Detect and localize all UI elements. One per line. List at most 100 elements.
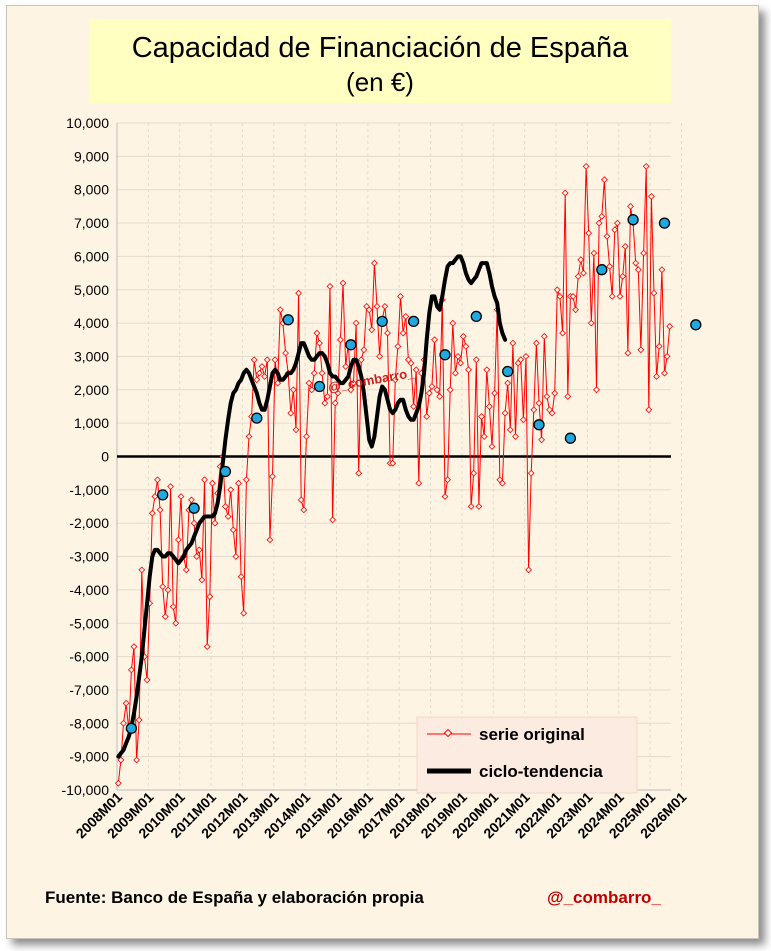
series-original-point	[321, 399, 329, 407]
series-original-point	[329, 516, 336, 524]
series-original-point	[148, 509, 156, 517]
series-original-point	[640, 249, 647, 257]
series-original-point	[164, 586, 172, 594]
highlight-points	[125, 214, 702, 734]
series-trend	[116, 254, 508, 759]
series-original-point	[188, 496, 195, 504]
legend-box	[416, 716, 638, 794]
series-original-point	[527, 469, 535, 477]
series-original-point	[182, 566, 190, 574]
series-original-point	[465, 366, 472, 374]
series-original-point	[253, 376, 261, 384]
series-original-point	[258, 363, 266, 370]
series-original-point	[154, 476, 161, 484]
series-original-point	[318, 369, 326, 377]
series-original-point	[574, 273, 582, 280]
chart-subtitle: (en €)	[346, 67, 414, 97]
series-original-point	[276, 306, 284, 314]
series-original-point	[282, 349, 289, 357]
highlight-point	[658, 217, 671, 229]
series-original-point	[598, 213, 606, 220]
series-original-point	[614, 219, 621, 227]
y-tick-label: -9,000	[69, 749, 109, 765]
highlight-point	[690, 319, 702, 331]
series-original-point	[569, 293, 577, 300]
series-original-point	[295, 289, 302, 297]
series-original-point	[634, 266, 642, 274]
series-original-point	[616, 293, 624, 300]
y-tick-label: 1,000	[74, 415, 109, 431]
highlight-point	[502, 365, 514, 378]
series-original-point	[394, 343, 402, 350]
series-original-point	[425, 389, 433, 397]
series-original-point	[658, 266, 666, 274]
series-original-point	[441, 493, 449, 500]
series-original-point	[355, 469, 363, 477]
highlight-point	[125, 722, 138, 734]
series-original-point	[540, 333, 548, 340]
series-original-point	[590, 249, 598, 257]
highlight-point	[376, 315, 388, 328]
series-original-point	[585, 229, 593, 237]
series-original-point	[446, 386, 454, 394]
series-original-point	[357, 356, 365, 364]
series-original-point	[245, 433, 253, 440]
x-tick-labels: 2008M012009M012010M012011M012012M012013M…	[73, 789, 690, 842]
series-original-point	[655, 343, 663, 350]
series-original-point	[470, 469, 478, 477]
series-original-point	[666, 323, 674, 330]
series-original-point	[587, 319, 595, 327]
series-original-point	[436, 393, 444, 400]
series-original-point	[530, 406, 538, 414]
series-original-point	[412, 366, 420, 374]
legend: serie original ciclo-tendencia	[416, 716, 638, 794]
highlight-point	[251, 412, 263, 424]
series-original-point	[619, 273, 627, 280]
series-original-point	[525, 566, 532, 574]
series-original-point	[198, 576, 206, 584]
series-original-point	[551, 389, 559, 397]
y-tick-label: 2,000	[74, 382, 109, 398]
series-original-point	[209, 479, 216, 487]
series-original-point	[582, 163, 590, 170]
series-original-point	[486, 403, 493, 410]
series-original-point	[650, 289, 658, 297]
series-original-point	[449, 319, 457, 327]
series-original-point	[352, 319, 360, 327]
y-tick-labels: -10,000 -9,000 -8,000 -7,000 -6,000 -5,000 -4,…	[62, 115, 110, 798]
series-original-point	[313, 329, 321, 337]
series-original-point	[653, 373, 660, 380]
series-original-point	[300, 506, 308, 514]
series-original-point	[624, 349, 632, 357]
series-original-point	[175, 536, 182, 544]
series-original-point	[501, 409, 509, 417]
series-original-point	[407, 359, 415, 367]
chart-title: Capacidad de Financiación de España	[131, 32, 629, 64]
y-tick-label: 6,000	[74, 248, 109, 264]
series-original-point	[611, 226, 619, 234]
y-tick-label: 9,000	[74, 148, 109, 164]
series-original-point	[478, 413, 485, 420]
series-original-point	[621, 243, 629, 250]
series-original-point	[637, 346, 645, 354]
series-original-point	[287, 409, 295, 417]
y-tick-label: 7,000	[74, 215, 109, 231]
chart-frame: Capacidad de Financiación de España (en …	[6, 5, 759, 939]
series-original-point	[326, 283, 334, 290]
y-tick-label: -2,000	[69, 515, 109, 531]
series-original-point	[522, 353, 530, 360]
series-original-point	[661, 369, 668, 377]
series-original-point	[601, 176, 608, 184]
y-gridlines	[117, 122, 671, 791]
watermark-text: @_combarro_	[327, 365, 416, 395]
highlight-point	[188, 502, 200, 514]
series-original-point	[303, 433, 310, 440]
series-original-point	[138, 566, 146, 574]
series-original-line	[117, 166, 671, 784]
series-original-point	[384, 329, 391, 337]
series-original-point	[334, 389, 342, 397]
series-original-point	[339, 279, 347, 287]
series-original-point	[399, 329, 407, 337]
series-original-point	[172, 619, 180, 627]
series-original-point	[603, 233, 611, 240]
